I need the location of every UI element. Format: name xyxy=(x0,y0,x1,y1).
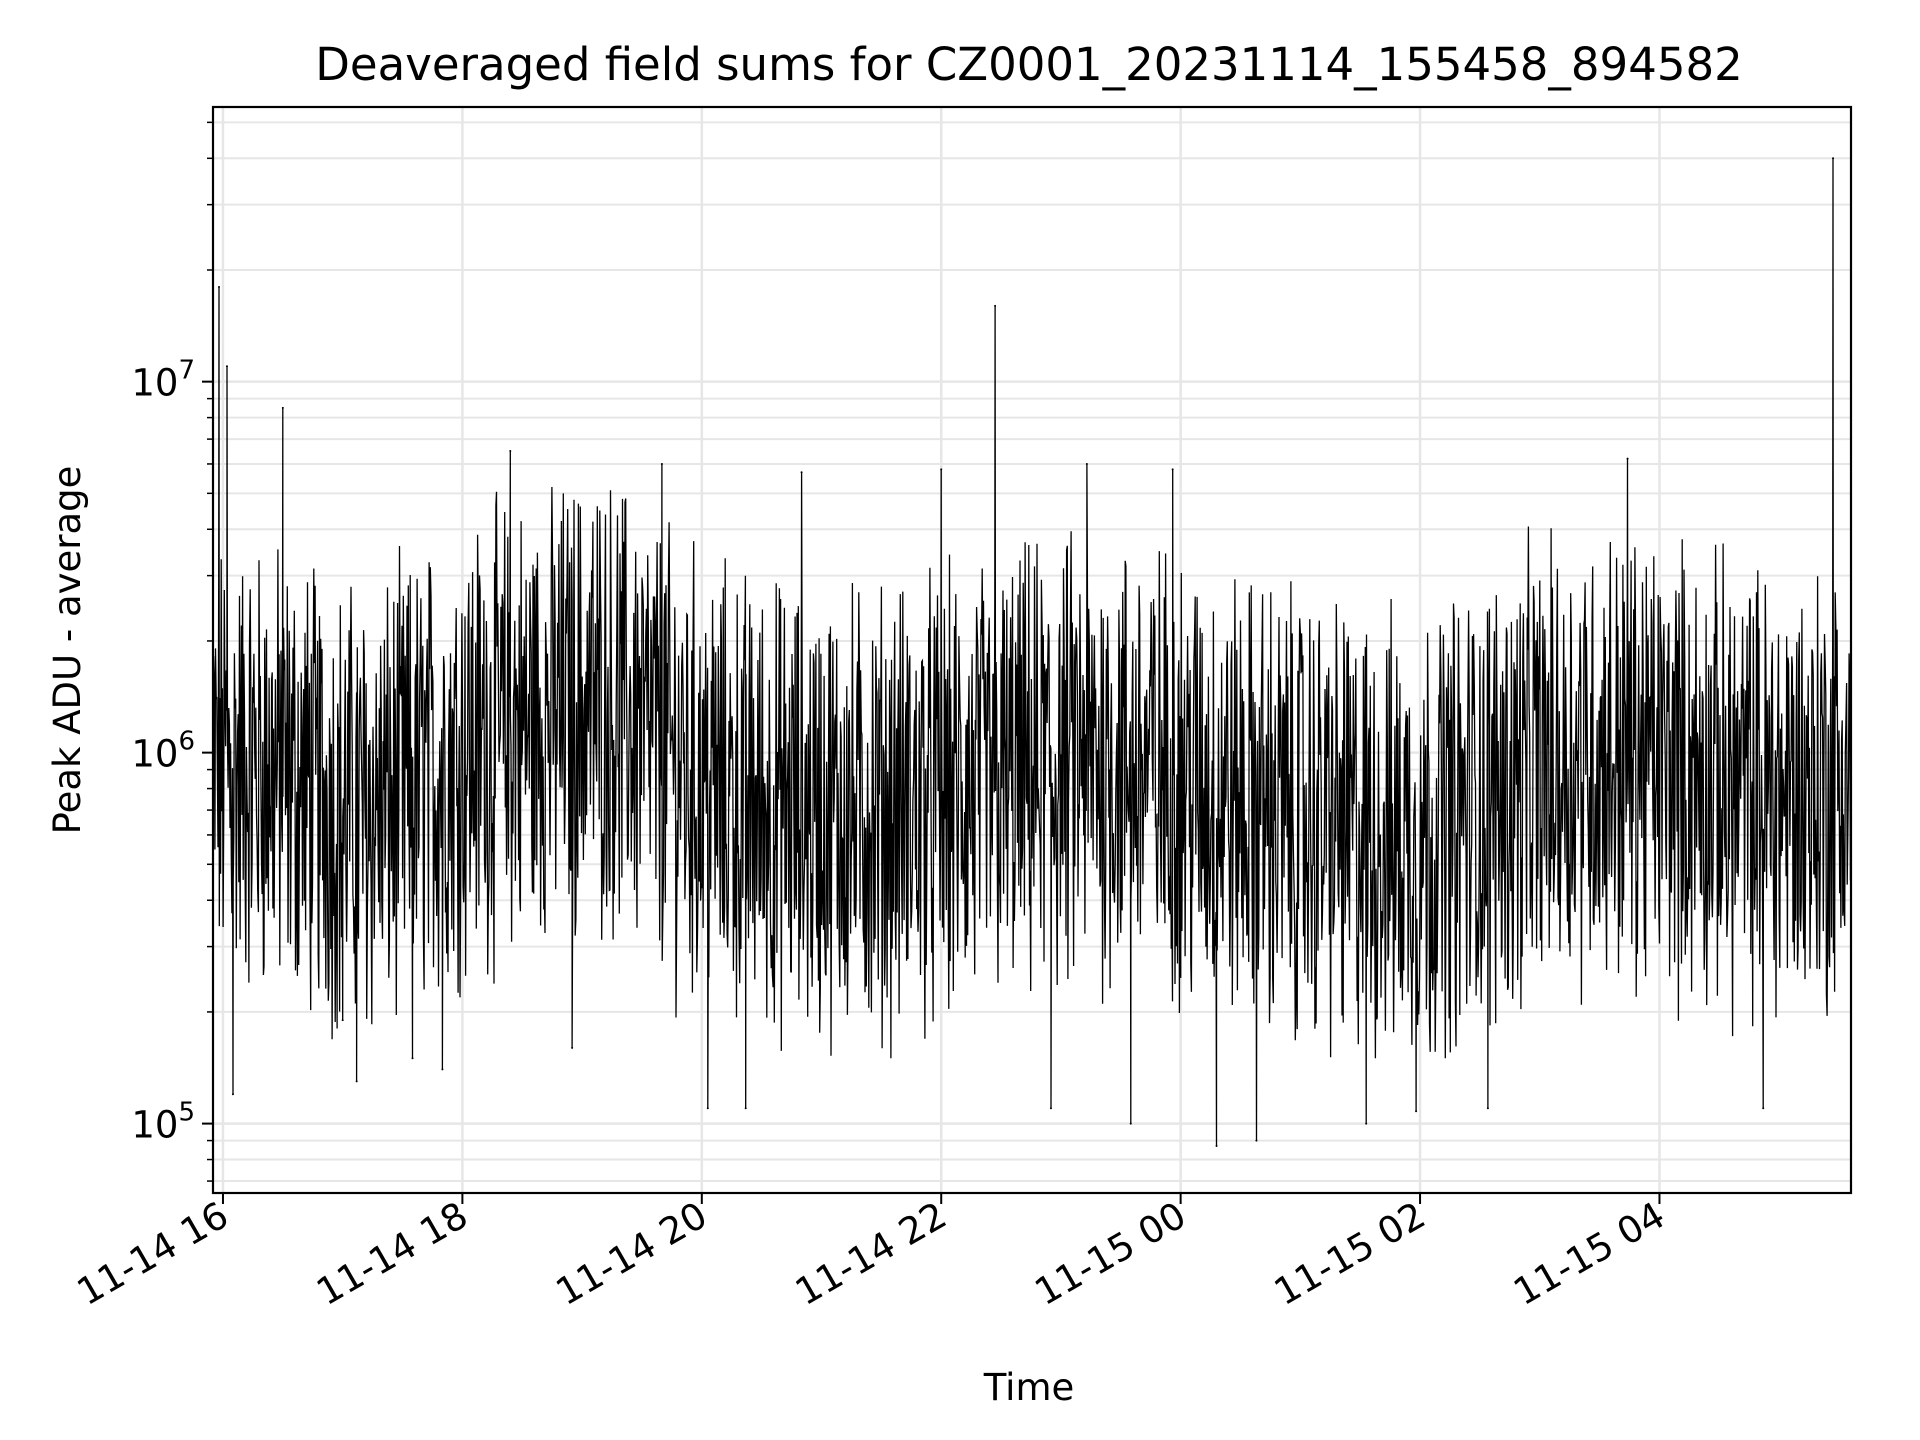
data-point xyxy=(1215,1145,1218,1148)
series-line xyxy=(213,158,1851,1147)
data-point xyxy=(1129,1122,1132,1125)
data-point xyxy=(1626,457,1629,460)
y-tick-label: 106 xyxy=(131,727,195,776)
data-point xyxy=(217,285,220,288)
data-point xyxy=(1365,1122,1368,1125)
data-point xyxy=(940,468,943,471)
data-point xyxy=(341,1019,344,1022)
data-point xyxy=(509,450,512,453)
data-point xyxy=(1171,468,1174,471)
data-point xyxy=(225,365,228,368)
data-point xyxy=(744,1107,747,1110)
data-point xyxy=(660,462,663,465)
data-point xyxy=(1085,462,1088,465)
data-point xyxy=(281,406,284,409)
data-point xyxy=(800,471,803,474)
x-axis-label: Time xyxy=(983,1366,1075,1409)
data-point xyxy=(1762,1107,1765,1110)
data-point xyxy=(1486,1107,1489,1110)
plot-frame xyxy=(211,105,1853,1195)
chart-title: Deaveraged field sums for CZ0001_2023111… xyxy=(315,38,1742,91)
data-point xyxy=(1255,1139,1258,1142)
data-point xyxy=(231,1093,234,1096)
data-point xyxy=(1415,1110,1418,1113)
data-point xyxy=(411,1057,414,1060)
data-point xyxy=(571,1046,574,1049)
y-axis-label: Peak ADU - average xyxy=(46,466,89,835)
y-tick-label: 107 xyxy=(131,356,195,405)
data-point xyxy=(994,304,997,307)
data-point xyxy=(441,1068,444,1071)
data-point xyxy=(355,1080,358,1083)
data-point xyxy=(1049,1107,1052,1110)
data-point xyxy=(706,1107,709,1110)
data-point xyxy=(1832,157,1835,160)
y-tick-label: 105 xyxy=(131,1098,195,1147)
